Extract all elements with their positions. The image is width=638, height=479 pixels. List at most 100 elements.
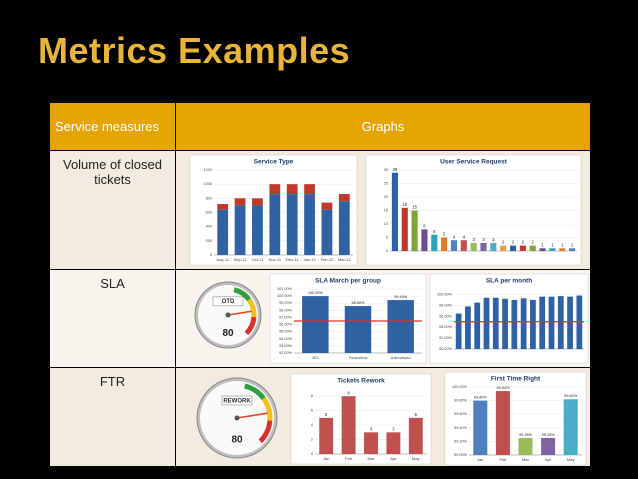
x-tick-label: Adecuaçao — [391, 355, 412, 360]
chart-title: First Time Right — [491, 376, 541, 383]
chart-title: Service Type — [254, 159, 294, 166]
x-tick-label: Mar — [368, 456, 376, 461]
data-label: 16 — [402, 202, 407, 207]
bar — [431, 234, 438, 251]
x-tick-label: Feb-12 — [321, 257, 334, 262]
bar-segment — [304, 194, 315, 255]
y-tick-label: 10 — [384, 222, 388, 226]
bar — [302, 296, 329, 353]
header-cell: Service measures — [50, 103, 175, 150]
bar-segment — [338, 194, 350, 202]
y-tick-label: 30 — [384, 168, 388, 172]
y-tick-label: 94.00% — [439, 325, 453, 329]
gauge-needle — [236, 412, 268, 419]
bar — [319, 417, 334, 454]
chart-title: Tickets Rework — [337, 378, 385, 385]
y-tick-label: 95.00% — [279, 330, 293, 334]
bar — [483, 297, 490, 349]
x-tick-label: Mar-12 — [338, 257, 351, 262]
bar — [492, 297, 499, 349]
x-tick-label: Apr — [545, 457, 552, 462]
data-label: 5 — [415, 412, 418, 417]
data-label: 99.94% — [496, 386, 510, 390]
data-label: 15 — [412, 205, 417, 210]
y-tick-label: 97.00% — [279, 315, 293, 319]
y-tick-label: 100.00% — [277, 294, 293, 298]
bar — [539, 296, 546, 349]
data-label: 98.60% — [352, 301, 366, 305]
y-tick-label: 99.00% — [279, 301, 293, 305]
y-tick-label: 0 — [210, 253, 212, 257]
y-tick-label: 0 — [311, 452, 313, 456]
y-tick-label: 98.00% — [439, 303, 453, 307]
bar — [502, 298, 508, 349]
gauge-label-box — [221, 395, 253, 406]
y-tick-label: 6 — [311, 409, 313, 413]
data-label: 3 — [392, 426, 395, 431]
y-tick-label: 600 — [206, 211, 212, 215]
chart-title: SLA March per group — [315, 278, 381, 285]
data-label: 6 — [433, 229, 436, 234]
bar — [465, 306, 471, 349]
gauge-label: OTD — [222, 299, 235, 305]
chart-background — [290, 373, 432, 465]
bar — [441, 237, 448, 251]
data-label: 8 — [347, 390, 350, 395]
data-label: 100.00% — [308, 291, 324, 295]
data-label: 2 — [522, 240, 525, 245]
y-tick-label: 1000 — [204, 182, 212, 186]
chart-title: SLA per month — [486, 278, 532, 285]
bar — [473, 400, 488, 455]
y-tick-label: 99.20% — [454, 439, 468, 443]
x-tick-label: Dec-11 — [286, 257, 299, 262]
data-label: 4 — [463, 234, 466, 239]
gauge-band — [246, 298, 257, 318]
bar — [569, 248, 576, 251]
gauge-needle — [227, 310, 252, 316]
y-tick-label: 1200 — [204, 168, 212, 172]
bar — [391, 172, 398, 251]
bar — [495, 391, 510, 455]
bar-segment — [286, 194, 298, 255]
bar — [520, 298, 527, 349]
y-tick-label: 15 — [384, 209, 388, 213]
data-label: 29 — [393, 167, 398, 172]
gauge-band — [244, 316, 257, 336]
bar — [474, 302, 481, 349]
data-label: 2 — [512, 240, 515, 245]
data-label: 4 — [453, 234, 456, 239]
bar-segment — [269, 194, 281, 255]
bar — [490, 242, 497, 251]
bar — [455, 313, 462, 349]
x-tick-label: Feb — [499, 457, 507, 462]
y-tick-label: 4 — [311, 423, 313, 427]
data-label: 99.80% — [474, 396, 488, 400]
bar-segment — [217, 204, 229, 210]
data-label: 99.25% — [519, 433, 533, 437]
y-tick-label: 25 — [384, 182, 388, 186]
bar — [563, 399, 578, 455]
data-label: 3 — [370, 426, 373, 431]
y-tick-label: 96.00% — [439, 314, 453, 318]
data-label: 5 — [443, 232, 446, 237]
chart-title: User Service Request — [440, 159, 508, 166]
y-tick-label: 96.00% — [279, 323, 293, 327]
bar — [386, 432, 401, 454]
bar — [401, 207, 408, 251]
data-label: 2 — [532, 240, 535, 245]
y-tick-label: 20 — [384, 195, 388, 199]
data-label: 1 — [561, 242, 564, 247]
bar — [530, 299, 536, 349]
x-tick-label: BO — [312, 355, 318, 360]
bar — [470, 242, 477, 251]
x-tick-label: May — [412, 456, 420, 461]
y-tick-label: 92.00% — [279, 351, 293, 355]
bar — [549, 248, 556, 251]
x-tick-label: Mar — [522, 457, 530, 462]
x-tick-label: Financiera — [349, 355, 368, 360]
bar-segment — [269, 184, 281, 195]
bar — [460, 240, 467, 251]
data-label: 99.44% — [394, 295, 408, 299]
bar — [500, 245, 507, 251]
bar-segment — [234, 205, 246, 255]
